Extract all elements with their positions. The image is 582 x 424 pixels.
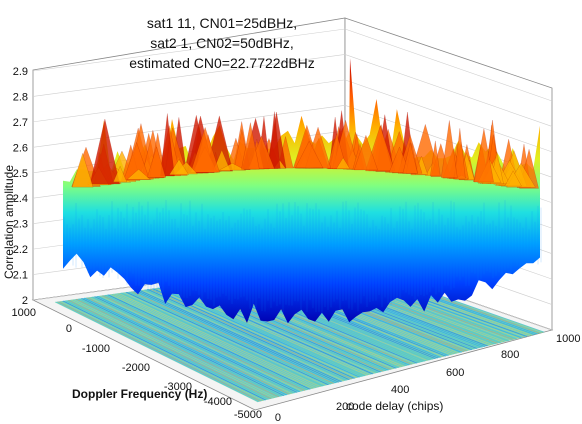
- title-line-3: estimated CN0=22.7722dBHz: [129, 55, 315, 71]
- z-tick-label: 2.7: [13, 117, 28, 129]
- x-tick-label: 600: [446, 367, 464, 379]
- x-tick-label: 800: [501, 349, 519, 361]
- z-tick-label: 2: [22, 295, 28, 307]
- chart-title: sat1 11, CN01=25dBHz, sat2 1, CN02=50dBH…: [129, 15, 315, 71]
- y-tick-label: -5000: [234, 409, 262, 421]
- x-tick-label: 1000: [556, 333, 580, 345]
- y-tick-label: -2000: [122, 362, 150, 374]
- y-tick-label: 0: [66, 323, 72, 335]
- title-line-2: sat2 1, CN02=50dBHz,: [150, 35, 294, 51]
- z-tick-label: 2.9: [13, 66, 28, 78]
- x-tick-label: 0: [275, 412, 281, 424]
- x-tick-label: 400: [391, 384, 409, 396]
- z-axis-label: Correlation amplitude: [2, 165, 16, 279]
- title-line-1: sat1 11, CN01=25dBHz,: [147, 15, 297, 31]
- y-tick-label: -4000: [204, 396, 232, 408]
- y-tick-label: 1000: [12, 307, 36, 319]
- z-tick-label: 2.8: [13, 91, 28, 103]
- y-axis-label: Doppler Frequency (Hz): [72, 387, 207, 401]
- z-tick-label: 2.6: [13, 142, 28, 154]
- y-tick-label: -1000: [82, 343, 110, 355]
- x-axis-label: code delay (chips): [346, 399, 443, 413]
